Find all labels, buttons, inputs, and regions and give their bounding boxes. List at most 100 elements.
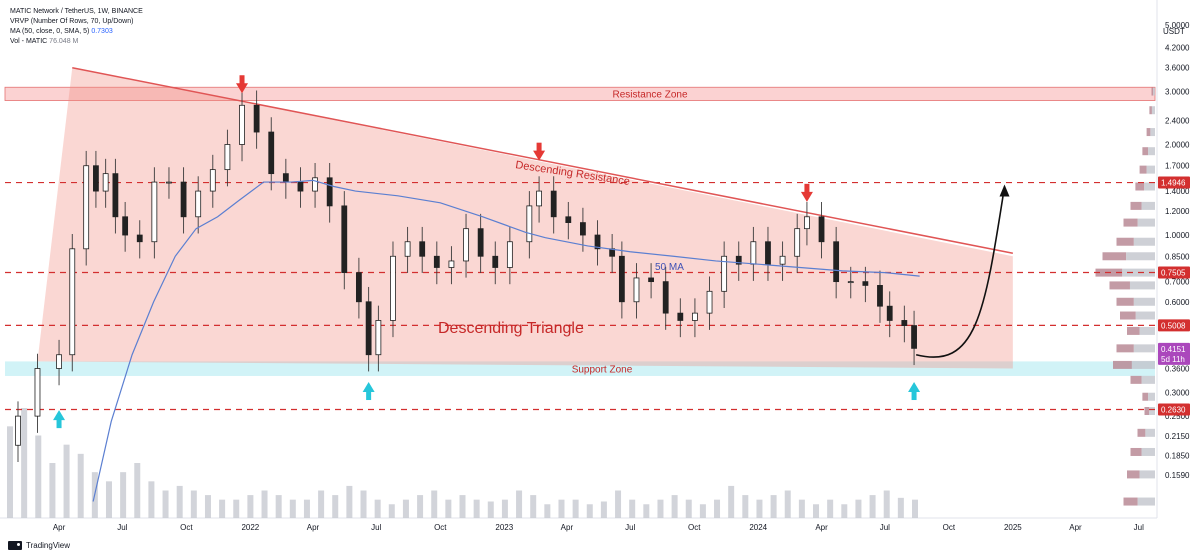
candle-body xyxy=(492,255,499,268)
candle-body xyxy=(847,281,854,284)
time-tick-label: Jul xyxy=(371,523,381,532)
tradingview-brand: TradingView xyxy=(26,541,71,550)
volume-bar xyxy=(77,453,84,518)
candle-body xyxy=(536,190,542,207)
candle-body xyxy=(312,177,318,192)
volume-bar xyxy=(402,499,409,518)
volume-profile-row xyxy=(1148,147,1155,156)
volume-profile-row xyxy=(1139,326,1155,335)
volume-profile-row xyxy=(1137,218,1155,227)
candle-body xyxy=(706,290,713,314)
candle-body xyxy=(448,260,455,268)
price-tick-label: 0.1590 xyxy=(1165,471,1190,480)
candle-body xyxy=(195,190,202,218)
candle-body xyxy=(151,181,158,243)
volume-bar xyxy=(530,495,537,518)
symbol-title[interactable]: MATIC Network / TetherUS, 1W, BINANCE xyxy=(10,8,143,15)
volume-profile-row xyxy=(1141,375,1155,384)
candle-body xyxy=(404,241,411,257)
candle-body xyxy=(550,190,557,218)
price-tick-label: 3.6000 xyxy=(1165,64,1190,73)
ma-annotation-label: 50 MA xyxy=(655,262,684,273)
candle-body xyxy=(282,173,289,183)
vrvp-indicator-label[interactable]: VRVP (Number Of Rows, 70, Up/Down) xyxy=(10,18,134,25)
volume-bar xyxy=(417,495,424,518)
volume-profile-row xyxy=(1130,201,1142,210)
volume-bar xyxy=(841,504,848,518)
ma-indicator-label: MA (50, close, 0, SMA, 5) xyxy=(10,28,90,35)
candle-body xyxy=(180,181,187,218)
chart-legend: MATIC Network / TetherUS, 1W, BINANCE VR… xyxy=(10,7,143,47)
volume-bar xyxy=(275,495,282,518)
candle-body xyxy=(862,281,869,286)
time-tick-label: Jul xyxy=(625,523,635,532)
volume-bar xyxy=(671,495,678,518)
price-tick-label: 4.2000 xyxy=(1165,44,1190,53)
candle-body xyxy=(122,216,129,236)
volume-bar xyxy=(105,481,112,518)
tradingview-logo[interactable]: TradingView xyxy=(8,541,70,550)
time-tick-label: 2023 xyxy=(495,523,513,532)
candle-body xyxy=(239,104,245,145)
volume-profile-row xyxy=(1123,497,1138,506)
level-price-badge-text: 0.5008 xyxy=(1161,321,1186,330)
volume-profile-row xyxy=(1133,344,1155,353)
volume-profile-row xyxy=(1116,344,1134,353)
volume-bar xyxy=(473,499,480,518)
time-axis: Apr Jul Oct 2022 Apr Jul Oct 2023 Apr Jul Oct 2024 A… xyxy=(53,523,1144,532)
candle-body xyxy=(136,234,143,243)
volume-bar xyxy=(586,504,593,518)
volume-bar xyxy=(148,481,155,518)
candle-body xyxy=(83,165,90,250)
down-arrow-marker xyxy=(800,191,813,202)
price-tick-label: 1.2000 xyxy=(1165,207,1190,216)
volume-profile-row xyxy=(1137,428,1146,437)
candle-body xyxy=(253,104,260,133)
candle-body xyxy=(112,173,119,218)
descending-resistance-line xyxy=(72,66,1014,254)
volume-bar xyxy=(699,504,706,518)
price-tick-label: 0.2150 xyxy=(1165,432,1190,441)
volume-profile-row xyxy=(1151,87,1154,96)
up-arrow-stem xyxy=(366,391,372,401)
volume-bar xyxy=(869,495,876,518)
down-arrow-marker xyxy=(533,150,546,161)
volume-bar xyxy=(501,499,508,518)
candle-body xyxy=(911,325,917,349)
volume-bar xyxy=(21,408,28,518)
volume-bar xyxy=(360,490,367,518)
volume-profile-row xyxy=(1139,165,1147,174)
volume-bar xyxy=(7,426,13,518)
candle-body xyxy=(779,255,786,265)
candle-body xyxy=(102,173,109,192)
volume-profile-row xyxy=(1113,360,1132,369)
candle-body xyxy=(34,368,41,417)
candle-body xyxy=(166,181,172,184)
volume-profile-row xyxy=(1144,182,1155,191)
support-zone-label: Support Zone xyxy=(572,364,633,375)
volume-bar xyxy=(714,499,721,518)
tradingview-icon xyxy=(8,541,22,550)
volume-profile-row xyxy=(1120,311,1136,320)
volume-bar xyxy=(912,499,918,518)
candle-body xyxy=(721,255,728,292)
volume-bar xyxy=(813,504,820,518)
time-tick-label: Jul xyxy=(880,523,890,532)
projection-curve xyxy=(915,186,1006,358)
candle-body xyxy=(877,285,883,307)
volume-profile-row xyxy=(1116,297,1134,306)
volume-bar xyxy=(572,499,579,518)
ma-indicator-value: 0.7303 xyxy=(91,28,113,35)
candle-body xyxy=(818,216,825,243)
volume-bar xyxy=(770,495,777,518)
volume-bar xyxy=(374,499,381,518)
level-price-badge-text: 1.4946 xyxy=(1161,179,1186,188)
volume-bar xyxy=(685,499,692,518)
volume-bar xyxy=(827,499,834,518)
volume-indicator-row[interactable]: Vol - MATIC 76.048 M xyxy=(10,37,143,47)
volume-bar xyxy=(219,499,226,518)
ma-indicator-row[interactable]: MA (50, close, 0, SMA, 5) 0.7303 xyxy=(10,27,143,37)
volume-bar xyxy=(756,499,763,518)
candle-body xyxy=(618,255,625,303)
